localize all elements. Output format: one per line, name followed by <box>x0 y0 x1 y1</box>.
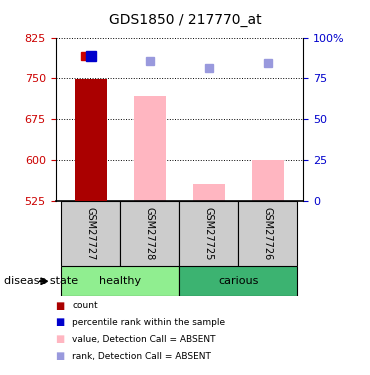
Bar <box>120 201 179 266</box>
Bar <box>193 184 225 201</box>
Text: count: count <box>72 301 98 310</box>
Text: ■: ■ <box>56 301 65 310</box>
Bar <box>75 80 107 201</box>
Bar <box>239 201 297 266</box>
Text: ■: ■ <box>56 351 65 361</box>
Text: carious: carious <box>218 276 259 286</box>
Text: percentile rank within the sample: percentile rank within the sample <box>72 318 225 327</box>
Bar <box>179 201 239 266</box>
Bar <box>75 80 107 201</box>
Text: ■: ■ <box>56 318 65 327</box>
Text: GSM27728: GSM27728 <box>145 207 155 260</box>
Text: rank, Detection Call = ABSENT: rank, Detection Call = ABSENT <box>72 352 211 361</box>
Bar <box>179 266 297 296</box>
Text: disease state: disease state <box>4 276 78 286</box>
Text: healthy: healthy <box>100 276 141 286</box>
Bar <box>134 96 166 201</box>
Text: GSM27727: GSM27727 <box>86 207 96 260</box>
Bar <box>252 160 284 201</box>
Text: GDS1850 / 217770_at: GDS1850 / 217770_at <box>109 13 261 27</box>
Text: ■: ■ <box>56 334 65 344</box>
Bar <box>61 266 179 296</box>
Text: GSM27725: GSM27725 <box>204 207 214 260</box>
Text: GSM27726: GSM27726 <box>263 207 273 260</box>
Text: value, Detection Call = ABSENT: value, Detection Call = ABSENT <box>72 335 216 344</box>
Bar <box>61 201 120 266</box>
